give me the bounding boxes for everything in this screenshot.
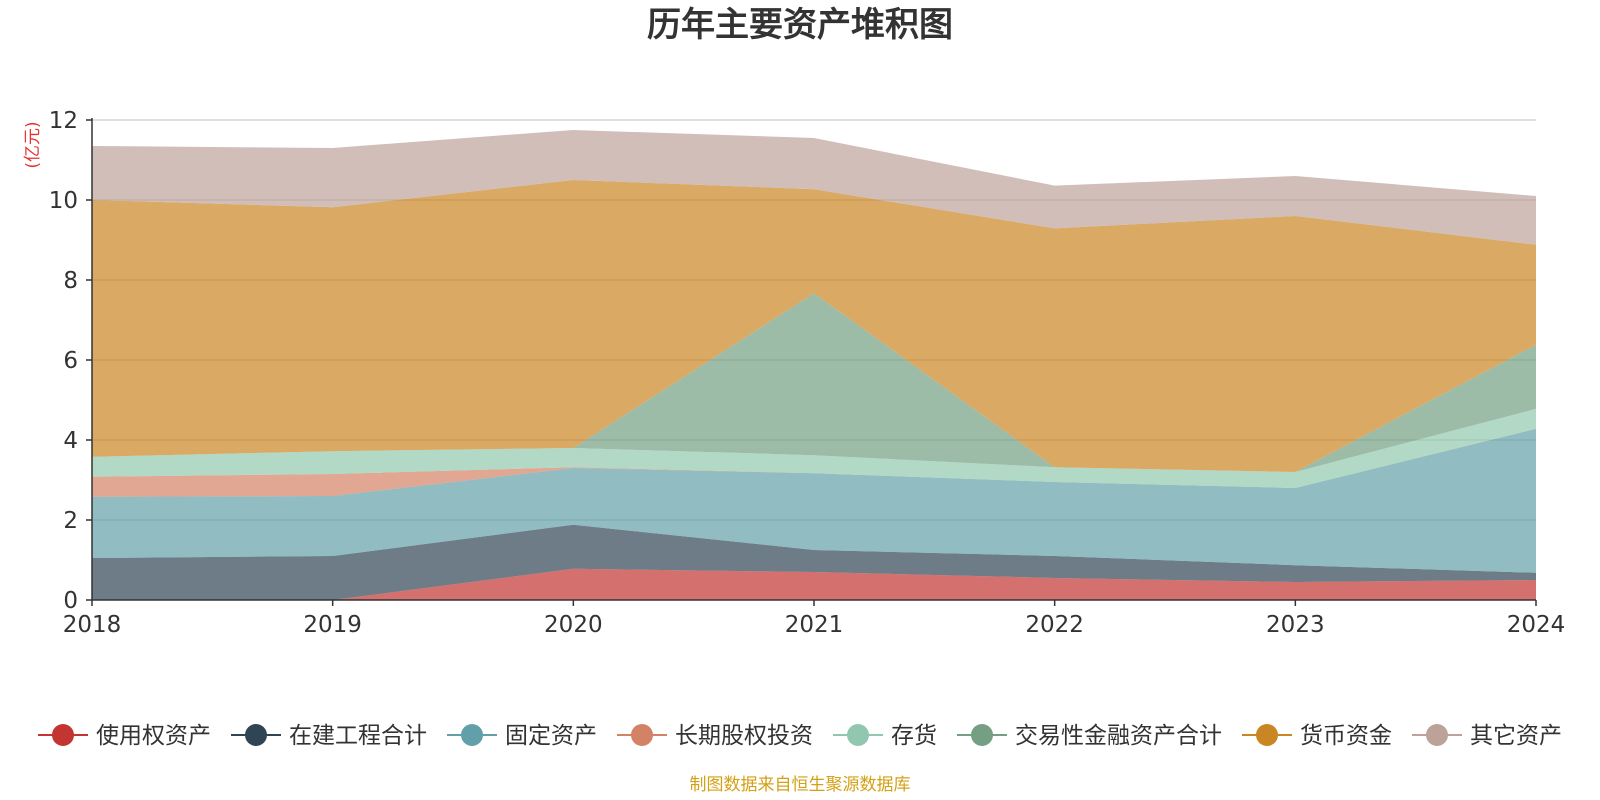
x-tick-label: 2018 [63, 612, 122, 638]
x-tick-label: 2023 [1266, 612, 1325, 638]
y-axis-unit-label: (亿元) [23, 121, 43, 168]
data-source-note: 制图数据来自恒生聚源数据库 [690, 775, 911, 795]
area-series-6 [92, 293, 1536, 472]
legend[interactable]: 使用权资产 在建工程合计 固定资产 长期股权投资 存货 交易性金融资产合计 货币资金 其它资产 [38, 723, 1562, 749]
legend-label: 长期股权投资 [675, 723, 813, 749]
legend-marker [971, 724, 993, 746]
legend-item[interactable]: 长期股权投资 [617, 723, 813, 749]
legend-label: 交易性金融资产合计 [1015, 723, 1222, 749]
x-tick-label: 2021 [785, 612, 844, 638]
axes: 0 2 4 6 8 10 12 2018 2019 2020 2021 2022 2023 2024 [49, 108, 1566, 638]
legend-label: 固定资产 [505, 723, 597, 749]
legend-item[interactable]: 固定资产 [447, 723, 597, 749]
area-series-3 [92, 428, 1536, 573]
area-series-2 [92, 524, 1536, 600]
legend-marker [1426, 724, 1448, 746]
area-series-7 [92, 180, 1536, 472]
legend-marker [461, 724, 483, 746]
y-tick-label: 4 [63, 428, 78, 454]
legend-item[interactable]: 其它资产 [1412, 723, 1562, 749]
legend-marker [1256, 724, 1278, 746]
legend-label: 货币资金 [1300, 723, 1392, 749]
legend-marker [631, 724, 653, 746]
area-series-5 [92, 408, 1536, 488]
legend-label: 使用权资产 [96, 723, 211, 749]
x-tick-label: 2022 [1025, 612, 1084, 638]
y-tick-label: 2 [63, 508, 78, 534]
y-tick-label: 8 [63, 268, 78, 294]
legend-item[interactable]: 存货 [833, 723, 937, 749]
legend-marker [847, 724, 869, 746]
legend-item[interactable]: 在建工程合计 [231, 723, 427, 749]
legend-item[interactable]: 交易性金融资产合计 [957, 723, 1222, 749]
chart-title: 历年主要资产堆积图 [647, 5, 953, 45]
x-tick-label: 2024 [1507, 612, 1566, 638]
area-series-4 [92, 428, 1536, 497]
area-series [92, 130, 1536, 600]
area-series-1 [92, 568, 1536, 600]
legend-item[interactable]: 使用权资产 [38, 723, 211, 749]
x-tick-label: 2020 [544, 612, 603, 638]
y-tick-label: 10 [49, 188, 78, 214]
legend-marker [52, 724, 74, 746]
legend-label: 存货 [891, 723, 937, 749]
y-tick-label: 12 [49, 108, 78, 134]
legend-marker [245, 724, 267, 746]
y-tick-label: 6 [63, 348, 78, 374]
legend-item[interactable]: 货币资金 [1242, 723, 1392, 749]
x-tick-label: 2019 [303, 612, 362, 638]
y-tick-label: 0 [63, 588, 78, 614]
legend-label: 其它资产 [1470, 723, 1562, 749]
area-series-8 [92, 130, 1536, 245]
legend-label: 在建工程合计 [289, 723, 427, 749]
